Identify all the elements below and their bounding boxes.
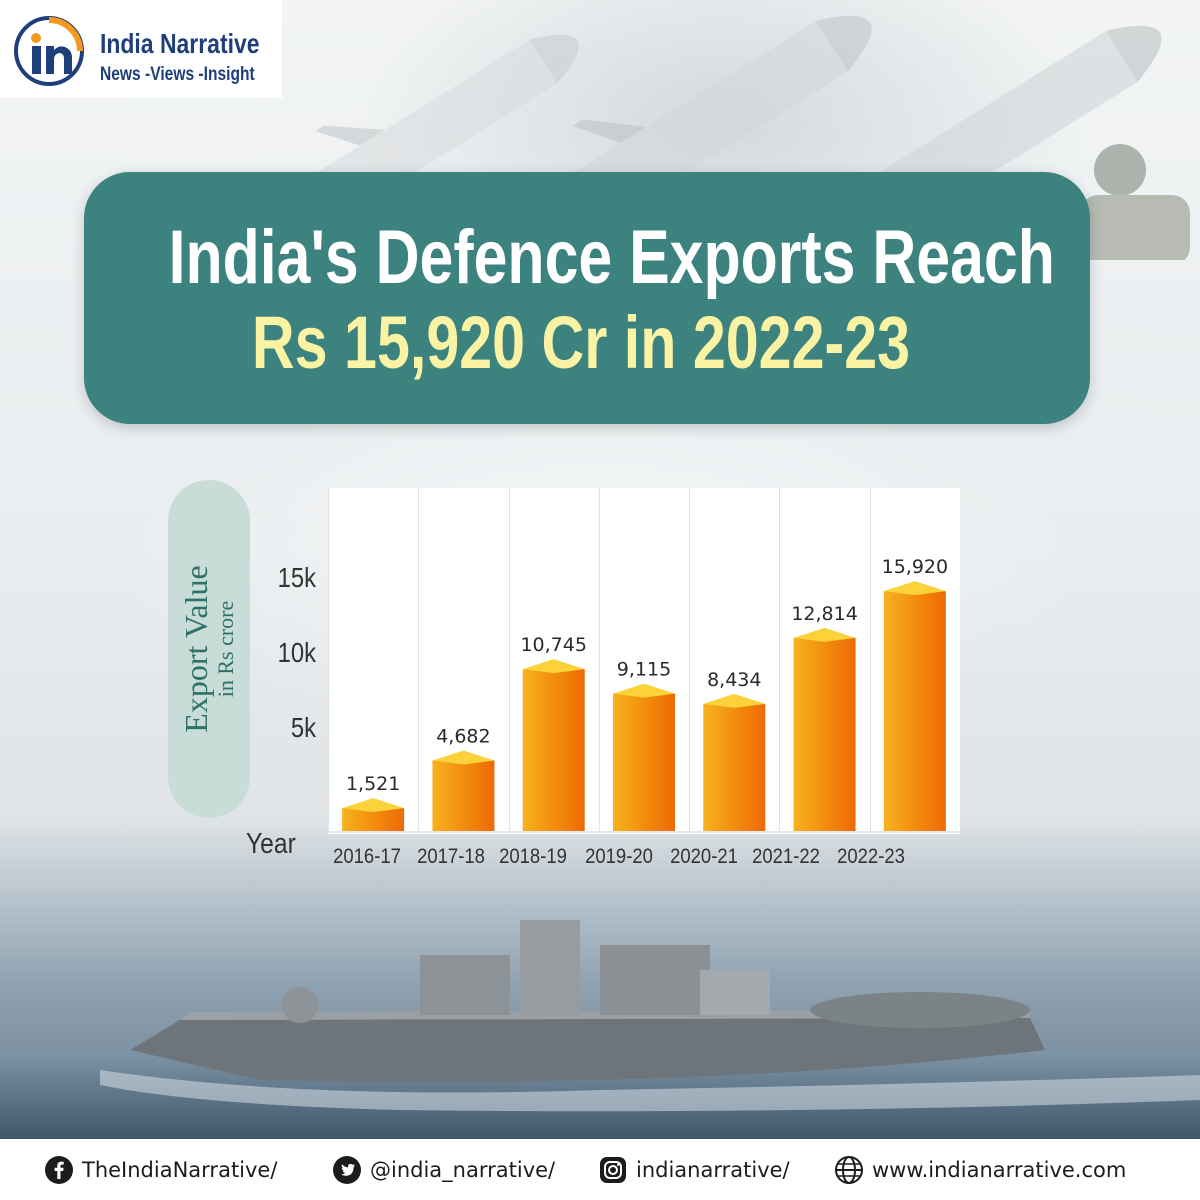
brand-tagline: News -Views -Insight — [100, 64, 255, 85]
x-tick-label: 2017-18 — [417, 845, 485, 868]
bar — [793, 637, 856, 831]
y-tick-label: 10k — [277, 637, 316, 668]
bar — [883, 591, 946, 831]
facebook-icon — [45, 1155, 73, 1184]
instagram-link[interactable]: indianarrative/ — [598, 1139, 790, 1200]
x-tick-label: 2016-17 — [333, 845, 401, 868]
bar-top-face — [703, 693, 766, 708]
bar — [613, 693, 675, 831]
bar-top-face — [793, 627, 856, 642]
facebook-handle: TheIndiaNarrative/ — [82, 1157, 278, 1182]
x-tick-label: 2022-23 — [837, 845, 905, 868]
bar — [703, 703, 766, 831]
y-tick-label: 15k — [277, 562, 316, 593]
instagram-icon — [600, 1156, 626, 1183]
y-axis-label-pill: Export Value in Rs crore — [168, 480, 250, 818]
website-url: www.indianarrative.com — [872, 1157, 1127, 1182]
globe-icon — [835, 1155, 863, 1184]
bar-value-label: 4,682 — [436, 725, 490, 747]
y-tick-label: 5k — [290, 712, 316, 743]
bar-top-face — [883, 581, 946, 596]
bar-value-label: 15,920 — [882, 556, 948, 578]
headline-banner: India's Defence Exports Reach Rs 15,920 … — [84, 172, 1090, 424]
india-narrative-logo-icon — [14, 16, 84, 86]
bar-top-face — [342, 798, 405, 813]
bar-chart-svg: 1,521 4,682 10,745 9,115 8,434 12,814 15,920 — [328, 488, 960, 833]
facebook-link[interactable]: TheIndiaNarrative/ — [44, 1139, 277, 1200]
bar-value-label: 8,434 — [707, 669, 761, 691]
y-axis-unit: in Rs crore — [213, 600, 238, 698]
bar-value-label: 1,521 — [346, 773, 400, 795]
instagram-handle: indianarrative/ — [636, 1157, 790, 1182]
bar-value-label: 9,115 — [617, 659, 671, 681]
bar-chart-plot: 1,521 4,682 10,745 9,115 8,434 12,814 15,920 — [328, 488, 960, 834]
headline-line-1: India's Defence Exports Reach — [168, 215, 1055, 300]
bar — [432, 760, 495, 831]
bar-value-label: 12,814 — [791, 603, 857, 625]
bar — [342, 808, 405, 831]
headline-line-2: Rs 15,920 Cr in 2022-23 — [251, 301, 911, 384]
y-axis-label: Export Value — [178, 565, 214, 733]
x-tick-label: 2019-20 — [585, 845, 653, 868]
website-link[interactable]: www.indianarrative.com — [834, 1139, 1126, 1200]
bar-top-face — [522, 659, 585, 674]
bar — [522, 669, 585, 831]
warship-illustration — [0, 920, 1200, 1140]
twitter-icon — [333, 1155, 361, 1184]
x-tick-label: 2020-21 — [670, 845, 738, 868]
twitter-link[interactable]: @india_narrative/ — [332, 1139, 555, 1200]
x-tick-label: 2021-22 — [752, 845, 820, 868]
y-axis-label-group: Export Value in Rs crore — [178, 565, 239, 733]
brand-name: India Narrative — [100, 28, 260, 59]
bar-top-face — [613, 683, 675, 698]
x-axis-label: Year — [246, 828, 296, 860]
brand-logo[interactable]: India Narrative News -Views -Insight — [0, 0, 282, 98]
bar-top-face — [432, 750, 495, 765]
x-tick-label: 2018-19 — [499, 845, 567, 868]
social-footer: TheIndiaNarrative/ @india_narrative/ ind… — [0, 1139, 1200, 1200]
bar-value-label: 10,745 — [520, 634, 586, 656]
twitter-handle: @india_narrative/ — [370, 1157, 556, 1182]
